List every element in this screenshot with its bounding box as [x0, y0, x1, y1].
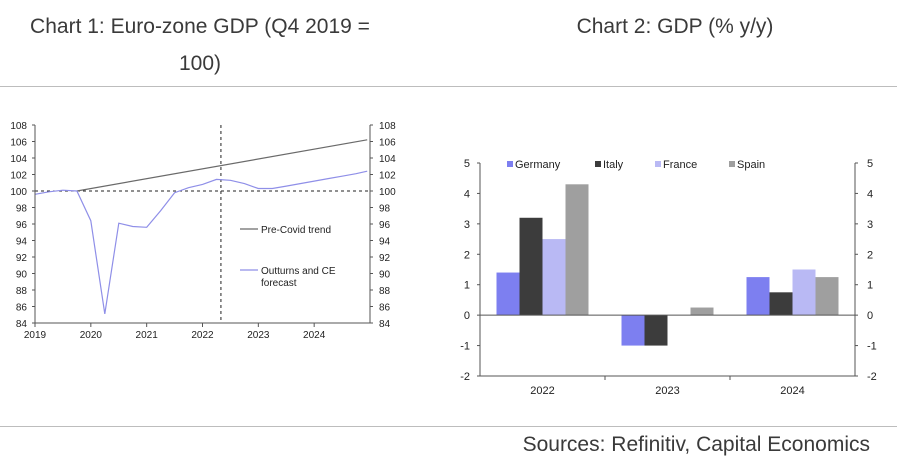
chart1-x-tick-label: 2022 [191, 330, 214, 341]
chart2-x-tick-label: 2022 [530, 385, 554, 397]
chart1-y-tick-label: 96 [16, 220, 28, 231]
chart2-legend-label-italy: Italy [603, 159, 624, 171]
chart1-y-tick-label: 106 [10, 138, 27, 149]
chart1-title-line1: Chart 1: Euro-zone GDP (Q4 2019 = [30, 15, 370, 38]
chart2-legend-swatch-germany [507, 161, 513, 167]
chart2-bar-germany-2023 [621, 315, 645, 346]
chart1-y-tick-label: 94 [16, 237, 28, 248]
chart1-y-tick-label: 98 [16, 204, 28, 215]
chart2-y-tick-label: 4 [464, 188, 470, 200]
chart1-y-tick-label-right: 92 [379, 253, 391, 264]
chart2-y-tick-label: 3 [464, 219, 470, 231]
chart2-x-tick-label: 2024 [780, 385, 804, 397]
chart1-y-tick-label-right: 94 [379, 237, 391, 248]
chart2-y-tick-label-right: 2 [867, 249, 873, 261]
chart1-legend-label-trend: Pre-Covid trend [261, 225, 331, 236]
chart2-y-tick-label: 2 [464, 249, 470, 261]
chart2-bar-spain-2022 [565, 184, 589, 316]
chart1-y-tick-label: 92 [16, 253, 28, 264]
chart2-bar-germany-2024 [746, 277, 770, 316]
chart2-legend-label-germany: Germany [515, 159, 561, 171]
chart1-x-tick-label: 2023 [247, 330, 270, 341]
chart1-y-tick-label-right: 108 [379, 121, 396, 132]
chart2-y-tick-label-right: 0 [867, 310, 873, 322]
chart1-x-tick-label: 2024 [303, 330, 326, 341]
chart1-y-tick-label-right: 86 [379, 303, 391, 314]
chart1-x-tick-label: 2020 [80, 330, 103, 341]
chart1-y-tick-label-right: 96 [379, 220, 391, 231]
chart2-legend-label-france: France [663, 159, 697, 171]
chart1-y-tick-label-right: 106 [379, 138, 396, 149]
chart2-bar-chart: -2 -2 -1 -1 0 0 1 1 2 2 3 3 4 4 5 5 2022 2023 2024 Germany… [460, 158, 877, 397]
chart1-y-tick-label-right: 88 [379, 286, 391, 297]
chart2-y-tick-label-right: 3 [867, 219, 873, 231]
chart1-x-tick-label: 2019 [24, 330, 47, 341]
footer-divider [0, 426, 897, 427]
chart2-y-tick-label-right: 1 [867, 280, 873, 292]
chart1-y-tick-label: 102 [10, 171, 27, 182]
chart2-title: Chart 2: GDP (% y/y) [576, 15, 774, 38]
chart1-y-tick-label: 104 [10, 154, 27, 165]
chart2-bar-italy-2023 [644, 315, 668, 346]
chart2-bar-spain-2024 [815, 277, 839, 316]
sources-note: Sources: Refinitiv, Capital Economics [522, 433, 870, 456]
chart2-y-tick-label: 1 [464, 280, 470, 292]
chart2-bar-spain-2023 [690, 307, 714, 316]
chart1-y-tick-label: 100 [10, 187, 27, 198]
chart1-y-tick-label-right: 90 [379, 270, 391, 281]
chart1-series-pre-covid-trend [76, 139, 368, 192]
chart2-y-tick-label: 0 [464, 310, 470, 322]
chart1-y-tick-label: 90 [16, 270, 28, 281]
chart1-y-tick-label-right: 98 [379, 204, 391, 215]
chart1-title: Chart 1: Euro-zone GDP (Q4 2019 = 100) [0, 8, 400, 82]
chart2-y-tick-label-right: -2 [867, 371, 877, 383]
chart1-y-tick-label: 108 [10, 121, 27, 132]
chart1-x-tick-label: 2021 [136, 330, 159, 341]
chart1-series-outturns-forecast [34, 170, 368, 314]
chart1-y-tick-label-right: 102 [379, 171, 396, 182]
chart2-bar-italy-2024 [769, 292, 793, 316]
header-divider [0, 86, 897, 87]
chart2-y-tick-label-right: -1 [867, 341, 877, 353]
chart1-legend-label-outturns-line1: Outturns and CE [261, 266, 336, 277]
chart2-y-tick-label: 5 [464, 158, 470, 170]
chart1-y-tick-label: 84 [16, 319, 28, 330]
chart2-legend-swatch-france [655, 161, 661, 167]
chart2-bar-germany-2022 [496, 272, 520, 316]
chart1-y-tick-label-right: 104 [379, 154, 396, 165]
chart2-y-tick-label-right: 4 [867, 188, 873, 200]
chart2-bar-france-2022 [542, 239, 566, 316]
chart1-y-tick-label: 88 [16, 286, 28, 297]
chart1-y-tick-label-right: 100 [379, 187, 396, 198]
chart1-legend-label-outturns-line2: forecast [261, 278, 297, 289]
chart1-y-tick-label: 86 [16, 303, 28, 314]
chart1-y-tick-label-right: 84 [379, 319, 391, 330]
chart1-line-chart: 84 84 86 86 88 88 90 90 92 92 94 94 96 96 98 98 100 100 10… [10, 121, 396, 341]
chart2-y-tick-label-right: 5 [867, 158, 873, 170]
chart2-y-tick-label: -1 [460, 341, 470, 353]
chart2-legend-label-spain: Spain [737, 159, 765, 171]
chart2-y-tick-label: -2 [460, 371, 470, 383]
chart2-bar-italy-2022 [519, 217, 543, 316]
chart2-bar-france-2024 [792, 269, 816, 316]
chart2-legend-swatch-spain [729, 161, 735, 167]
chart2-x-tick-label: 2023 [655, 385, 679, 397]
chart1-title-line2: 100) [178, 52, 222, 75]
chart2-legend-swatch-italy [595, 161, 601, 167]
